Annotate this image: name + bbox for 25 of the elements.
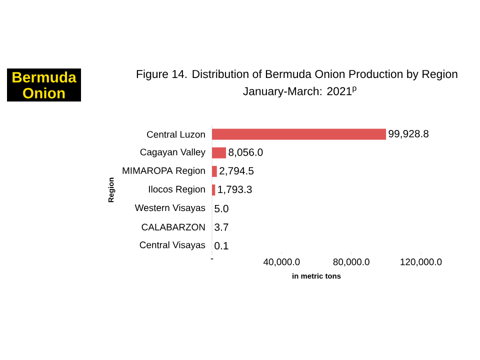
x-tick-label: 120,000.0 — [400, 258, 442, 266]
bar — [212, 166, 217, 177]
chart-subtitle: January-March: 2021$^{p}$ — [243, 86, 356, 98]
data-label: 5.0 — [214, 204, 228, 212]
text: Bermuda Onion — [12, 72, 76, 98]
y-tick-label: Ilocos Region — [149, 186, 205, 194]
data-label: 0.1 — [214, 242, 228, 250]
data-label: 3.7 — [214, 223, 228, 231]
bar — [212, 184, 216, 196]
data-label: 99,928.8 — [388, 130, 429, 139]
chart-title: Figure 14. Distribution of Bermuda Onion Production by Region — [136, 70, 458, 80]
data-label: 1,793.3 — [218, 186, 252, 194]
y-tick-label: MIMAROPA Region — [122, 167, 205, 176]
y-tick-label: Cagayan Valley — [140, 148, 206, 158]
bar — [212, 128, 386, 140]
y-tick-label: Central Visayas — [140, 241, 206, 250]
bar — [212, 147, 226, 158]
y-tick-label: Central Luzon — [147, 130, 205, 138]
x-tick-label: 80,000.0 — [333, 258, 370, 266]
y-tick-label: Western Visayas — [134, 204, 206, 213]
y-tick-label: CALABARZON — [142, 224, 205, 230]
data-label: 2,794.5 — [220, 167, 254, 176]
x-tick-label: - — [210, 258, 214, 260]
x-tick-label: 40,000.0 — [263, 258, 300, 266]
data-label: 8,056.0 — [228, 148, 263, 158]
